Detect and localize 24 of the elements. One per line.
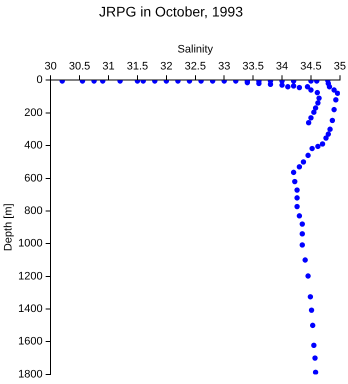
x-tick-label: 31.5 xyxy=(126,60,148,73)
x-tick-label: 30 xyxy=(44,60,57,73)
y-tick-label: 200 xyxy=(24,106,43,119)
x-tick-label: 33 xyxy=(218,60,230,73)
chart-title: JRPG in October, 1993 xyxy=(99,3,244,20)
y-tick-label: 600 xyxy=(24,172,43,184)
y-tick-label: 1800 xyxy=(18,368,43,380)
x-tick-label: 34.5 xyxy=(300,60,322,73)
x-tick-label: 33.5 xyxy=(242,60,264,73)
x-tick-label: 31 xyxy=(102,60,115,73)
y-axis-title: Depth [m] xyxy=(2,203,15,252)
x-tick-label: 34 xyxy=(276,60,288,73)
x-tick-label: 32.5 xyxy=(184,60,206,73)
y-tick-label: 1600 xyxy=(18,336,43,348)
x-tick-label: 32 xyxy=(160,60,172,73)
x-tick-label: 30.5 xyxy=(68,60,90,73)
y-tick-label: 1400 xyxy=(18,303,43,316)
y-tick-label: 1000 xyxy=(18,238,43,250)
x-axis-title: Salinity xyxy=(178,43,214,56)
y-tick-label: 0 xyxy=(36,74,43,86)
y-tick-label: 400 xyxy=(24,140,43,152)
y-tick-label: 1200 xyxy=(18,270,43,282)
y-tick-label: 800 xyxy=(24,204,43,217)
x-tick-label: 35 xyxy=(334,60,346,73)
